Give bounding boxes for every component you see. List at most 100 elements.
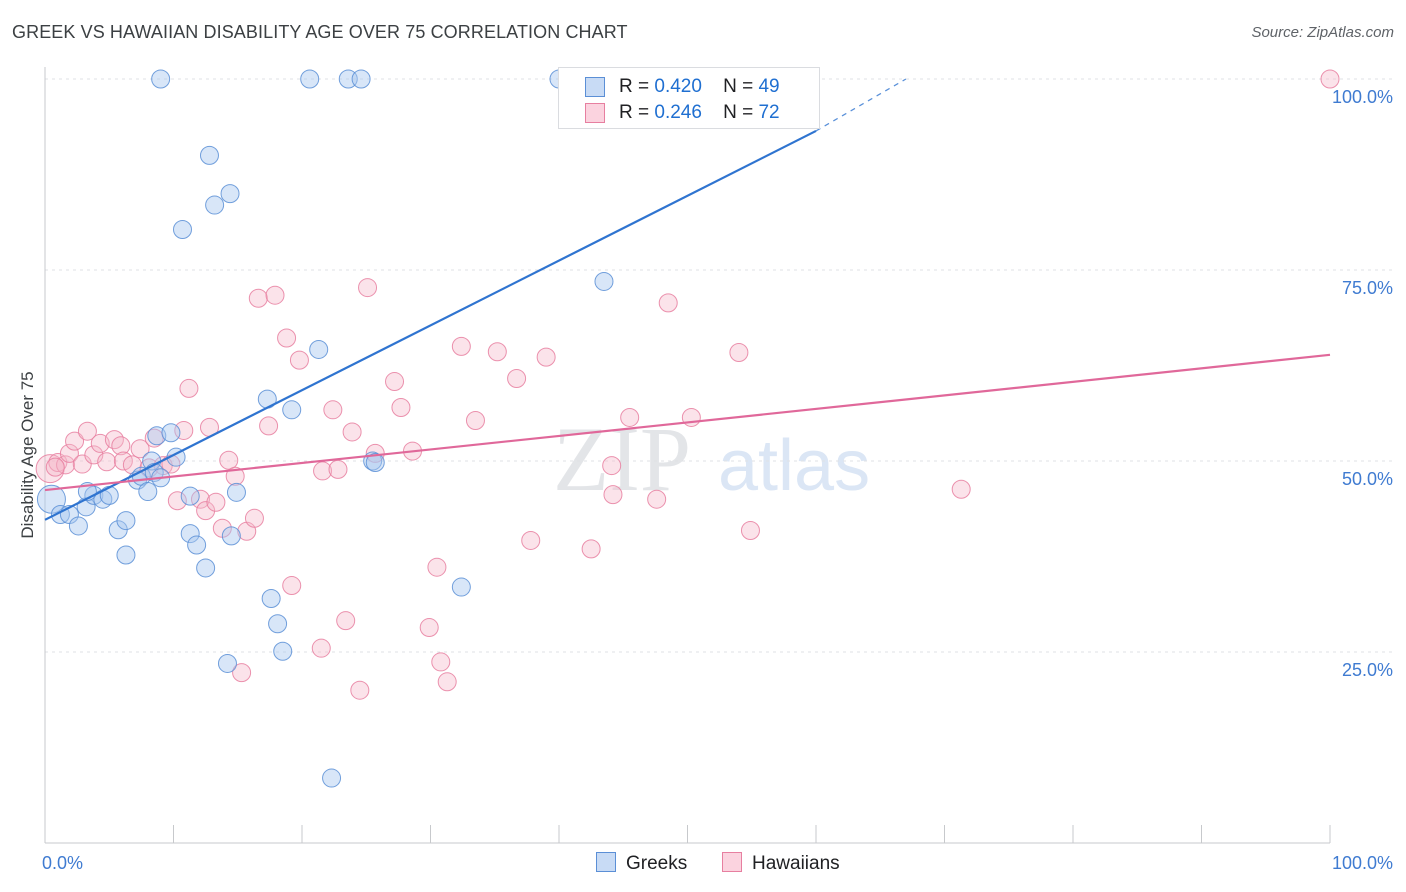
hawaiians-point xyxy=(265,285,285,305)
greeks-swatch xyxy=(585,77,605,97)
hawaiians-point xyxy=(521,530,541,550)
x-tick-label-max: 100.0% xyxy=(1332,853,1393,873)
hawaiians-point xyxy=(427,557,447,577)
hawaiians-point xyxy=(620,407,640,427)
hawaiians-point xyxy=(244,508,264,528)
hawaiians-point xyxy=(77,421,97,441)
hawaiians-point xyxy=(431,652,451,672)
greeks-point xyxy=(187,535,207,555)
greeks-point xyxy=(594,271,614,291)
tick-labels: 25.0% 50.0% 75.0% 100.0% 0.0% 100.0% xyxy=(42,87,1393,873)
hawaiians-point xyxy=(45,457,65,477)
n-label: N = xyxy=(723,76,754,97)
greeks-point xyxy=(220,184,240,204)
greeks-point xyxy=(180,486,200,506)
hawaiians-point xyxy=(311,638,331,658)
hawaiians-point xyxy=(391,398,411,418)
greeks-point xyxy=(196,558,216,578)
hawaiians-point xyxy=(179,378,199,398)
greeks-point xyxy=(138,482,158,502)
hawaiians-series xyxy=(35,69,1340,700)
greeks-point xyxy=(309,339,329,359)
hawaiians-point xyxy=(225,466,245,486)
hawaiians-point xyxy=(190,489,210,509)
greeks-point xyxy=(226,482,246,502)
greeks-point xyxy=(199,145,219,165)
n-value-hawaiians: 72 xyxy=(758,102,780,123)
gridlines xyxy=(45,78,1395,653)
n-value-greeks: 49 xyxy=(758,76,780,97)
hawaiians-point xyxy=(206,492,226,512)
greeks-point xyxy=(322,768,342,788)
hawaiians-point xyxy=(90,433,110,453)
hawaiians-point xyxy=(196,501,216,521)
hawaiians-point xyxy=(336,611,356,631)
y-axis-label: Disability Age Over 75 xyxy=(18,371,37,539)
legend-item-hawaiians: Hawaiians xyxy=(722,852,840,875)
hawaiians-point xyxy=(323,400,343,420)
greeks-legend-label: Greeks xyxy=(626,853,688,874)
greeks-point xyxy=(451,577,471,597)
hawaiians-point xyxy=(358,278,378,298)
axes xyxy=(44,67,1331,844)
trendlines xyxy=(44,78,1331,521)
hawaiians-point xyxy=(248,288,268,308)
y-tick-label: 100.0% xyxy=(1332,87,1393,107)
hawaiians-point xyxy=(313,461,333,481)
hawaiians-point xyxy=(130,439,150,459)
greeks-point xyxy=(365,453,385,473)
greeks-point xyxy=(116,511,136,531)
hawaiians-point xyxy=(951,479,971,499)
hawaiians-point xyxy=(72,454,92,474)
hawaiians-point xyxy=(536,347,556,367)
greeks-point xyxy=(161,423,181,443)
greeks-point xyxy=(172,220,192,240)
hawaiians-point xyxy=(507,368,527,388)
greeks-point xyxy=(147,426,167,446)
greeks-point xyxy=(221,526,241,546)
hawaiians-point xyxy=(59,443,79,463)
greeks-point xyxy=(217,653,237,673)
greeks-point xyxy=(268,614,288,634)
hawaiians-point xyxy=(602,456,622,476)
greeks-point xyxy=(273,641,293,661)
r-value-hawaiians: 0.246 xyxy=(654,102,702,123)
greeks-point xyxy=(351,69,371,89)
hawaiians-point xyxy=(647,489,667,509)
hawaiians-point xyxy=(603,485,623,505)
r-label: R = xyxy=(619,102,650,123)
greeks-point xyxy=(99,485,119,505)
hawaiians-point xyxy=(419,618,439,638)
y-tick-label: 75.0% xyxy=(1342,278,1393,298)
hawaiians-point xyxy=(277,328,297,348)
hawaiians-point xyxy=(658,293,678,313)
hawaiians-point xyxy=(437,672,457,692)
hawaiians-point xyxy=(65,431,85,451)
x-tick-label-min: 0.0% xyxy=(42,853,83,873)
hawaiians-legend-label: Hawaiians xyxy=(752,853,840,874)
hawaiians-point xyxy=(729,343,749,363)
hawaiians-swatch xyxy=(585,103,605,123)
hawaiians-point xyxy=(282,576,302,596)
y-tick-label: 25.0% xyxy=(1342,660,1393,680)
hawaiians-point xyxy=(219,450,239,470)
hawaiians-point xyxy=(465,411,485,431)
hawaiians-point xyxy=(259,416,279,436)
r-value-greeks: 0.420 xyxy=(654,76,702,97)
greeks-point xyxy=(300,69,320,89)
greeks-point xyxy=(282,400,302,420)
chart-title: GREEK VS HAWAIIAN DISABILITY AGE OVER 75… xyxy=(12,22,628,42)
hawaiians-point xyxy=(385,372,405,392)
hawaiians-point xyxy=(740,521,760,541)
greeks-point xyxy=(180,524,200,544)
greeks-point xyxy=(68,516,88,536)
hawaiians-trendline xyxy=(44,353,1331,492)
hawaiians-point xyxy=(451,336,471,356)
greeks-point xyxy=(116,545,136,565)
hawaiians-point xyxy=(342,422,362,442)
greeks-point xyxy=(205,195,225,215)
greeks-trendline xyxy=(44,129,817,521)
hawaiians-point xyxy=(487,342,507,362)
hawaiians-point xyxy=(289,350,309,370)
